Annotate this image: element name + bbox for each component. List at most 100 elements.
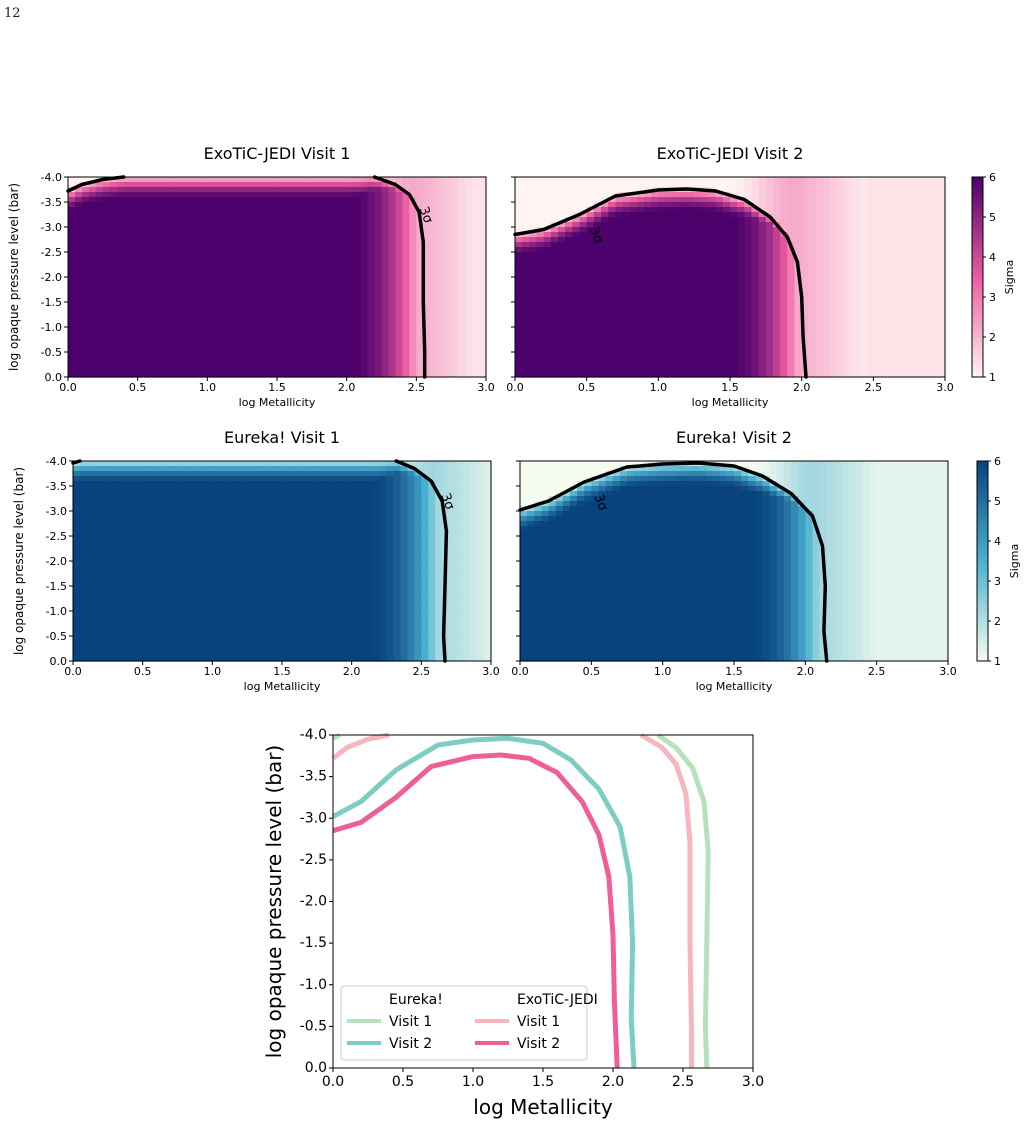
heatmap-cell [123,332,132,338]
heatmap-cell [123,217,132,223]
heatmap-cell [339,192,348,198]
heatmap-cell [830,202,839,208]
heatmap-cell [158,297,167,303]
heatmap-cell [744,207,753,213]
heatmap-cell [109,187,118,193]
heatmap-cell [744,227,753,233]
heatmap-cell [672,237,681,243]
heatmap-cell [68,362,76,368]
heatmap-cell [851,347,860,353]
heatmap-cell [311,312,320,318]
heatmap-cell [543,272,552,278]
heatmap-cells [515,177,946,378]
heatmap-cell [765,237,774,243]
heatmap-cell [558,282,566,288]
heatmap-cell [909,192,917,198]
heatmap-cell [565,267,573,273]
heatmap-cell [730,307,738,313]
heatmap-cell [608,227,616,233]
heatmap-cell [402,337,410,343]
heatmap-cell [565,232,573,238]
heatmap-cell [694,177,702,183]
heatmap-cell [644,302,652,308]
heatmap-cell [186,227,194,233]
heatmap-cell [388,327,397,333]
heatmap-cell [694,322,702,328]
colorbar-cell [972,269,983,274]
heatmap-cell [388,197,397,203]
heatmap-cell [423,332,431,338]
heatmap-cell [109,252,118,258]
heatmap-cell [866,327,874,333]
heatmap-cell [744,212,753,218]
heatmap-cell [458,267,466,273]
heatmap-cell [923,307,932,313]
heatmap-cell [701,347,710,353]
heatmap-cell [116,192,125,198]
heatmap-cell [409,342,417,348]
heatmap-cell [339,302,348,308]
heatmap-cell [916,327,925,333]
heatmap-cell [866,307,874,313]
heatmap-cell [672,327,681,333]
heatmap-cell [859,247,867,253]
heatmap-cell [543,267,552,273]
heatmap-cell [214,347,222,353]
heatmap-cell [687,332,695,338]
heatmap-cell [346,337,355,343]
heatmap-cell [416,322,424,328]
heatmap-cell [708,322,717,328]
heatmap-cell [679,297,688,303]
heatmap-cell [751,187,760,193]
heatmap-cell [304,202,313,208]
heatmap-cell [165,212,174,218]
heatmap-cell [263,322,271,328]
heatmap-cell [930,222,939,228]
heatmap-cell [687,367,695,373]
heatmap-cell [823,357,831,363]
heatmap-cell [367,207,376,213]
heatmap-cell [416,332,424,338]
heatmap-cell [866,332,874,338]
heatmap-cell [479,337,487,343]
heatmap-cell [388,252,397,258]
heatmap-cell [794,287,803,293]
heatmap-cell [123,342,132,348]
heatmap-cell [451,217,459,223]
heatmap-cell [165,312,174,318]
heatmap-cell [808,212,817,218]
heatmap-cell [221,292,229,298]
heatmap-cell [193,257,201,263]
heatmap-cell [81,297,90,303]
heatmap-cell [679,202,688,208]
heatmap-cell [137,272,146,278]
heatmap-cell [451,347,459,353]
heatmap-cell [765,292,774,298]
heatmap-cell [193,182,201,188]
heatmap-cell [916,302,925,308]
heatmap-cell [68,227,76,233]
heatmap-cell [388,367,397,373]
heatmap-cell [529,372,538,378]
heatmap-cell [751,322,760,328]
heatmap-cell [622,367,631,373]
heatmap-cell [374,287,383,293]
heatmap-cell [444,337,452,343]
heatmap-cell [374,342,383,348]
heatmap-cell [579,327,588,333]
heatmap-cell [558,307,566,313]
heatmap-cell [859,367,867,373]
heatmap-cell [715,277,724,283]
heatmap-cell [479,332,487,338]
heatmap-cell [808,247,817,253]
heatmap-cell [109,327,118,333]
heatmap-cell [894,287,903,293]
heatmap-cell [787,282,796,288]
heatmap-cell [708,217,717,223]
heatmap-cell [787,227,796,233]
heatmap-cell [644,312,652,318]
heatmap-cell [290,367,299,373]
heatmap-cell [930,322,939,328]
heatmap-cell [346,362,355,368]
heatmap-cell [679,347,688,353]
